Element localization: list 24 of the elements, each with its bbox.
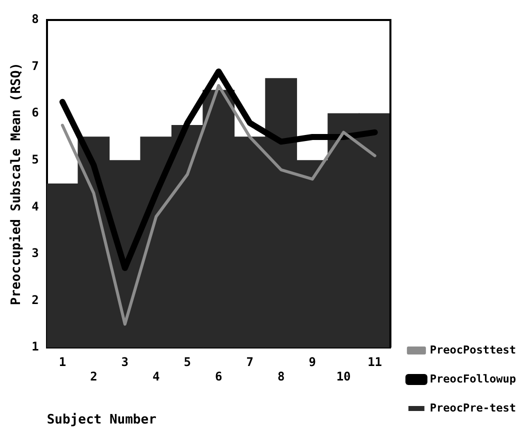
x-tick-label: 1 <box>58 354 66 369</box>
legend-label: PreocPosttest <box>430 343 516 356</box>
x-tick-label: 10 <box>336 369 351 384</box>
y-axis-title: Preoccupied Subscale Mean (RSQ) <box>9 62 24 306</box>
y-tick-label: 7 <box>32 58 39 73</box>
y-tick-label: 4 <box>32 199 39 214</box>
y-tick-label: 1 <box>32 340 39 354</box>
x-tick-label: 7 <box>246 354 254 369</box>
legend-label: PreocFollowup <box>430 372 516 386</box>
x-tick-label: 11 <box>368 354 382 369</box>
y-tick-label: 5 <box>32 152 39 167</box>
x-tick-label: 2 <box>90 369 98 384</box>
y-tick-label: 8 <box>32 12 39 26</box>
x-tick-label: 6 <box>215 369 222 384</box>
x-axis-title: Subject Number <box>46 412 157 428</box>
x-tick-label: 3 <box>121 354 129 369</box>
x-tick-label: 8 <box>277 369 285 384</box>
y-tick-label: 3 <box>32 246 39 260</box>
legend-label: PreocPre-test <box>430 401 516 414</box>
x-tick-label: 9 <box>308 354 316 369</box>
x-tick-label: 4 <box>152 369 160 384</box>
y-tick-label: 6 <box>32 106 39 120</box>
x-tick-label: 5 <box>184 354 191 369</box>
y-tick-label: 2 <box>32 292 39 307</box>
